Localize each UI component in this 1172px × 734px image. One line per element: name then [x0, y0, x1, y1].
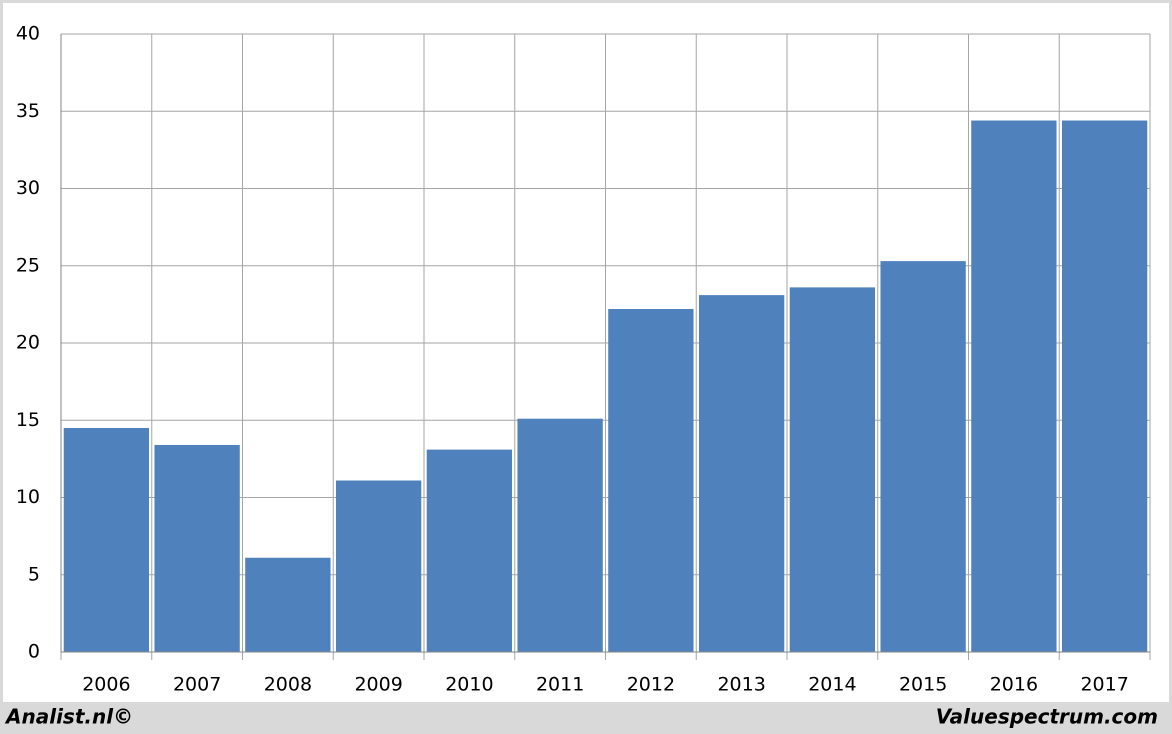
x-tick-label: 2014	[808, 674, 856, 696]
footer-left: Analist.nl©	[4, 705, 133, 729]
bar	[698, 295, 785, 652]
x-tick-label: 2011	[536, 674, 584, 696]
y-tick-label: 10	[16, 486, 40, 508]
bar	[880, 261, 966, 652]
bar	[608, 309, 694, 652]
x-tick-label: 2016	[990, 674, 1038, 696]
bar	[426, 449, 513, 652]
x-tick-label: 2007	[173, 674, 221, 696]
y-tick-label: 25	[16, 254, 40, 276]
y-tick-label: 35	[16, 100, 40, 122]
bar	[245, 557, 331, 652]
x-tick-label: 2017	[1080, 674, 1128, 696]
x-tick-label: 2012	[627, 674, 675, 696]
bar	[335, 480, 422, 652]
y-tick-label: 15	[16, 409, 40, 431]
y-tick-label: 30	[16, 177, 40, 199]
bar	[63, 427, 150, 652]
footer-right: Valuespectrum.com	[936, 705, 1158, 729]
x-tick-label: 2015	[899, 674, 947, 696]
y-tick-label: 5	[28, 563, 40, 585]
bar	[971, 120, 1057, 652]
x-tick-label: 2006	[82, 674, 130, 696]
x-tick-label: 2009	[354, 674, 402, 696]
bar	[789, 287, 876, 652]
bar	[517, 418, 603, 652]
x-tick-label: 2010	[445, 674, 493, 696]
y-tick-label: 40	[16, 23, 40, 45]
x-tick-label: 2008	[264, 674, 312, 696]
y-tick-label: 20	[16, 332, 40, 354]
x-tick-label: 2013	[717, 674, 765, 696]
bar	[1061, 120, 1148, 652]
y-tick-label: 0	[28, 641, 40, 663]
bar	[154, 444, 240, 652]
